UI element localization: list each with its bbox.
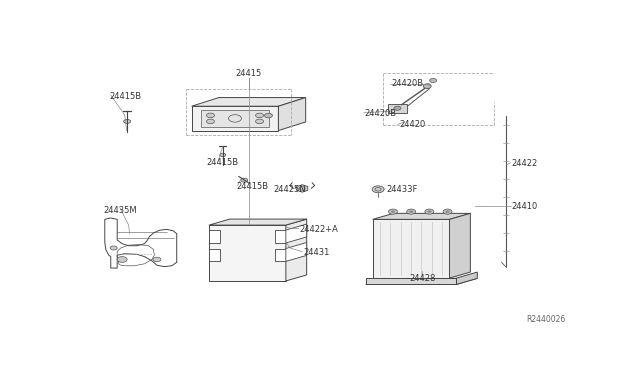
Text: R2440026: R2440026 <box>526 315 565 324</box>
Polygon shape <box>372 219 449 278</box>
Polygon shape <box>209 230 220 243</box>
Circle shape <box>207 113 214 118</box>
Polygon shape <box>296 185 308 192</box>
Circle shape <box>264 113 273 118</box>
Polygon shape <box>278 97 306 131</box>
Circle shape <box>428 211 431 213</box>
Polygon shape <box>365 278 477 284</box>
Circle shape <box>255 119 264 124</box>
Polygon shape <box>286 224 307 243</box>
Text: 24422: 24422 <box>511 159 538 168</box>
Text: 24415B: 24415B <box>207 158 239 167</box>
Polygon shape <box>191 106 278 131</box>
Polygon shape <box>275 248 286 262</box>
Text: 24422+A: 24422+A <box>300 225 339 234</box>
Circle shape <box>423 84 431 89</box>
Circle shape <box>409 211 413 213</box>
Circle shape <box>429 78 436 83</box>
Polygon shape <box>209 225 286 281</box>
Text: 24410: 24410 <box>511 202 538 211</box>
Text: 24420: 24420 <box>399 121 425 129</box>
Circle shape <box>220 153 226 157</box>
Circle shape <box>443 209 452 214</box>
Text: 24435M: 24435M <box>104 206 138 215</box>
Text: 24415B: 24415B <box>236 182 268 191</box>
Circle shape <box>124 119 131 124</box>
Circle shape <box>110 246 117 250</box>
Text: 24415B: 24415B <box>110 92 142 101</box>
Circle shape <box>117 257 127 262</box>
Text: 24433F: 24433F <box>387 185 418 194</box>
Polygon shape <box>449 214 470 278</box>
Polygon shape <box>365 278 456 284</box>
Text: 24431: 24431 <box>303 248 330 257</box>
Circle shape <box>372 186 384 193</box>
Text: 24428: 24428 <box>409 273 435 283</box>
Polygon shape <box>209 248 220 262</box>
Text: 24420B: 24420B <box>364 109 396 118</box>
Polygon shape <box>286 219 307 281</box>
Polygon shape <box>209 219 307 225</box>
Circle shape <box>207 119 214 124</box>
Circle shape <box>241 178 248 182</box>
Circle shape <box>153 257 161 262</box>
Text: 24420B: 24420B <box>392 79 424 88</box>
Circle shape <box>445 211 449 213</box>
Circle shape <box>406 209 415 214</box>
Text: 24425N: 24425N <box>273 185 306 194</box>
Circle shape <box>255 113 264 118</box>
Polygon shape <box>286 243 307 262</box>
Polygon shape <box>388 104 408 112</box>
Polygon shape <box>200 110 269 127</box>
Circle shape <box>425 209 434 214</box>
Polygon shape <box>191 97 306 106</box>
Circle shape <box>391 211 395 213</box>
Polygon shape <box>275 230 286 243</box>
Text: 24415: 24415 <box>236 69 262 78</box>
Polygon shape <box>456 272 477 284</box>
Polygon shape <box>372 214 470 219</box>
Circle shape <box>388 209 397 214</box>
Circle shape <box>394 106 401 110</box>
